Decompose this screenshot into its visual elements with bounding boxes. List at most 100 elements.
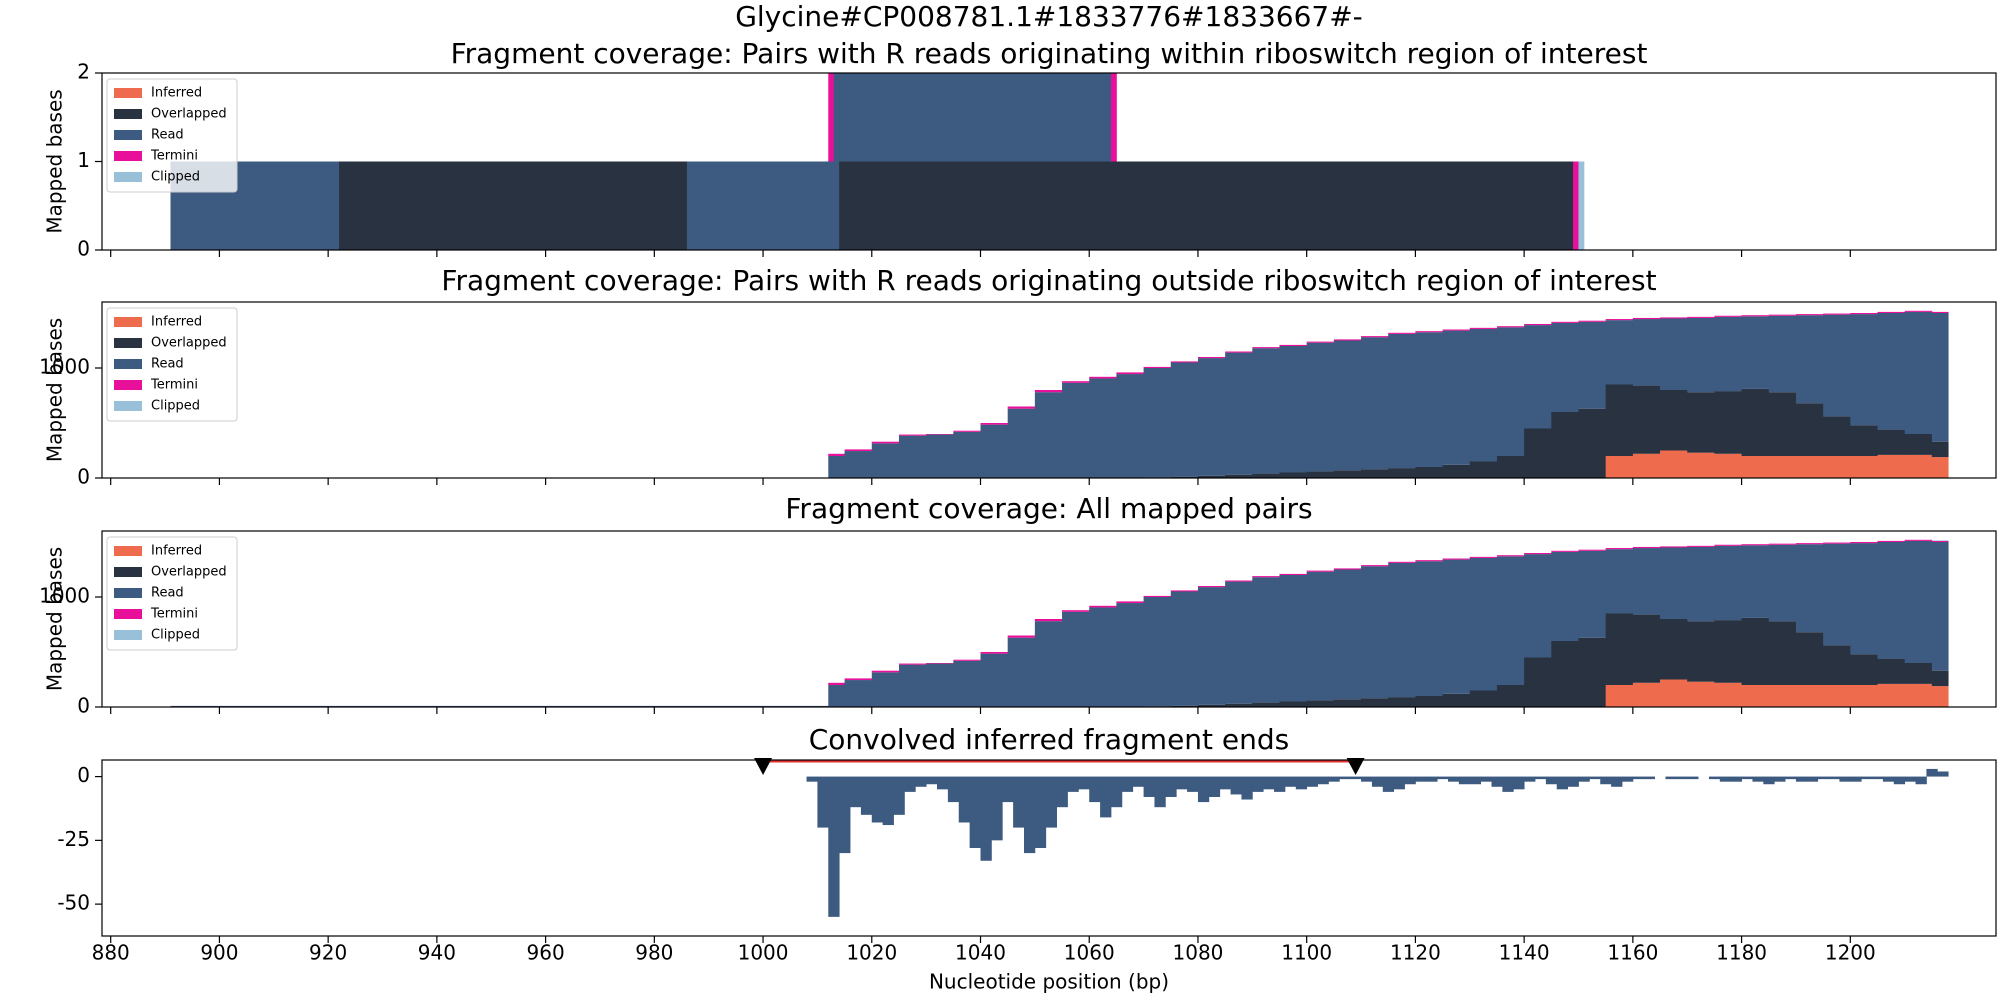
bar-segment xyxy=(1225,352,1253,475)
bar xyxy=(1132,776,1144,787)
bar-segment xyxy=(1714,316,1742,392)
bar-segment xyxy=(1170,361,1199,363)
plot-area xyxy=(828,310,1949,478)
y-tick-label: 1000 xyxy=(39,355,90,379)
bar-segment xyxy=(1850,425,1878,456)
bar-segment xyxy=(1578,321,1607,409)
bar xyxy=(1828,776,1840,780)
bar-segment xyxy=(1469,328,1498,462)
bar-segment xyxy=(1333,339,1362,341)
bar-segment xyxy=(1252,348,1280,474)
bar-segment xyxy=(1496,556,1525,685)
x-tick-label: 1020 xyxy=(846,941,897,965)
x-tick-label: 900 xyxy=(200,941,238,965)
bar-segment xyxy=(1877,313,1906,430)
bar-segment xyxy=(844,451,873,478)
bar xyxy=(1785,776,1797,780)
bar-segment xyxy=(1252,473,1280,478)
bar xyxy=(1535,776,1547,780)
bar-segment xyxy=(1143,368,1172,478)
bar-segment xyxy=(1823,313,1851,315)
bar xyxy=(1002,776,1014,803)
bar xyxy=(1763,776,1775,785)
suptitle: Glycine#CP008781.1#1833776#1833667#- xyxy=(735,0,1363,33)
y-tick-label: 2 xyxy=(77,60,90,84)
x-axis-label: Nucleotide position (bp) xyxy=(929,970,1169,994)
bar xyxy=(991,776,1003,841)
bar-segment xyxy=(1442,559,1471,694)
bar-segment xyxy=(1442,330,1471,465)
bar-segment xyxy=(1361,565,1389,567)
bar-segment xyxy=(828,456,845,478)
bar xyxy=(1882,776,1895,782)
axes-frame xyxy=(101,530,1997,708)
bar-segment xyxy=(1279,344,1308,346)
bar-segment xyxy=(1062,382,1090,478)
bar-segment xyxy=(1524,325,1552,429)
bar xyxy=(1404,776,1416,785)
bar xyxy=(1089,776,1101,803)
bar-segment xyxy=(1469,327,1498,329)
bar-segment xyxy=(1333,568,1362,570)
bar-segment xyxy=(1823,542,1851,544)
bar-segment xyxy=(1823,685,1851,707)
legend-label: Overlapped xyxy=(151,107,227,122)
bar-segment xyxy=(1089,378,1117,478)
bar-segment xyxy=(1469,461,1498,478)
bar-segment xyxy=(1768,392,1797,456)
subplot: Fragment coverage: All mapped pairs Mappe… xyxy=(39,492,1997,718)
bar xyxy=(850,776,862,808)
bar xyxy=(1274,776,1286,792)
legend-swatch xyxy=(114,317,142,327)
bar xyxy=(1589,776,1601,780)
bar-segment xyxy=(1605,685,1634,707)
legend-swatch xyxy=(114,380,142,390)
bar-segment xyxy=(1573,161,1579,250)
bar xyxy=(1078,776,1090,790)
bar xyxy=(1567,776,1579,787)
bar-segment xyxy=(1768,543,1797,545)
legend: Inferred Overlapped Read Termini Clipped xyxy=(106,307,238,422)
bar xyxy=(1361,776,1373,782)
bar xyxy=(828,776,840,917)
bar-segment xyxy=(1605,319,1634,321)
bar-segment xyxy=(1170,590,1199,592)
bar xyxy=(1665,776,1677,780)
bar-segment xyxy=(1904,434,1933,455)
bar xyxy=(1317,776,1329,785)
legend-frame xyxy=(106,307,238,422)
bar xyxy=(1252,776,1264,792)
bar-segment xyxy=(1931,540,1949,542)
bar-segment xyxy=(1306,700,1335,707)
bar-segment xyxy=(1197,358,1226,476)
bar-segment xyxy=(1768,621,1797,685)
bar-segment xyxy=(1007,406,1036,409)
bar xyxy=(1676,776,1688,780)
bar-segment xyxy=(1116,372,1144,375)
bar-segment xyxy=(1741,685,1770,707)
bar xyxy=(1426,776,1438,782)
legend-swatch xyxy=(114,151,142,161)
bar xyxy=(915,776,927,787)
legend-swatch xyxy=(114,172,142,182)
bar-segment xyxy=(839,73,1112,162)
bar xyxy=(1545,776,1558,785)
bar-segment xyxy=(1931,313,1949,442)
bar xyxy=(937,776,949,790)
bar-segment xyxy=(898,435,927,478)
legend-swatch xyxy=(114,338,142,348)
bar xyxy=(1937,771,1949,777)
bar-segment xyxy=(1768,544,1797,622)
bar xyxy=(1241,776,1253,800)
bar xyxy=(980,776,992,861)
bar xyxy=(1230,776,1242,795)
bar-segment xyxy=(1877,658,1906,684)
bar-segment xyxy=(1415,332,1443,467)
bar-segment xyxy=(1687,392,1715,453)
legend-frame xyxy=(106,78,238,193)
bar xyxy=(1023,776,1036,854)
bar xyxy=(1154,776,1166,808)
bar xyxy=(1926,768,1938,777)
bar xyxy=(1795,776,1808,782)
